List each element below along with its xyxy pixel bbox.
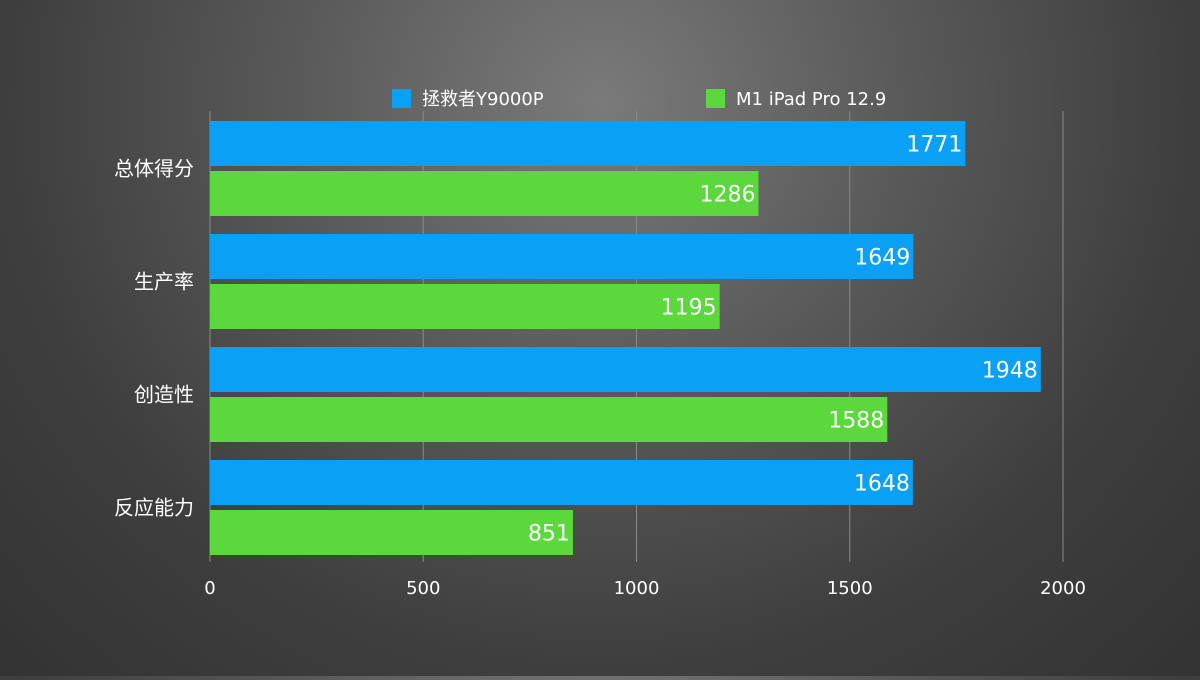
bar-ipad-pro-0 xyxy=(210,171,759,216)
x-tick-label: 0 xyxy=(204,578,215,599)
bar-value-label: 1948 xyxy=(982,359,1038,384)
bar-value-label: 1771 xyxy=(906,133,962,158)
bar-value-label: 1195 xyxy=(661,296,717,321)
legend-swatch-1 xyxy=(706,89,725,108)
legend-swatch-0 xyxy=(392,89,411,108)
bar-value-label: 1588 xyxy=(828,409,884,434)
legend: 拯救者Y9000P M1 iPad Pro 12.9 xyxy=(392,89,886,110)
category-label: 反应能力 xyxy=(114,496,194,520)
legend-label-1: M1 iPad Pro 12.9 xyxy=(736,89,886,110)
bar-value-label: 851 xyxy=(528,522,570,547)
bar-value-label: 1649 xyxy=(854,246,910,271)
x-tick-label: 2000 xyxy=(1040,578,1086,599)
bar-y9000p-1 xyxy=(210,234,914,279)
x-tick-label: 500 xyxy=(406,578,440,599)
category-label: 生产率 xyxy=(134,270,194,294)
category-label: 总体得分 xyxy=(114,157,194,181)
x-tick-label: 1000 xyxy=(614,578,660,599)
bar-value-label: 1648 xyxy=(854,472,910,497)
category-label: 创造性 xyxy=(134,383,194,407)
bar-y9000p-2 xyxy=(210,347,1041,392)
bar-value-label: 1286 xyxy=(699,183,755,208)
bar-y9000p-0 xyxy=(210,121,966,166)
bar-ipad-pro-1 xyxy=(210,284,720,329)
value-axis: 0 500 1000 1500 2000 xyxy=(204,578,1086,599)
bar-ipad-pro-2 xyxy=(210,397,888,442)
bar-y9000p-3 xyxy=(210,460,913,505)
value-labels: 1771 1286 1649 1195 1948 1588 1648 851 xyxy=(528,133,1038,547)
x-tick-label: 1500 xyxy=(827,578,873,599)
legend-label-0: 拯救者Y9000P xyxy=(422,89,544,110)
bar-ipad-pro-3 xyxy=(210,510,573,555)
bars xyxy=(210,121,1041,555)
